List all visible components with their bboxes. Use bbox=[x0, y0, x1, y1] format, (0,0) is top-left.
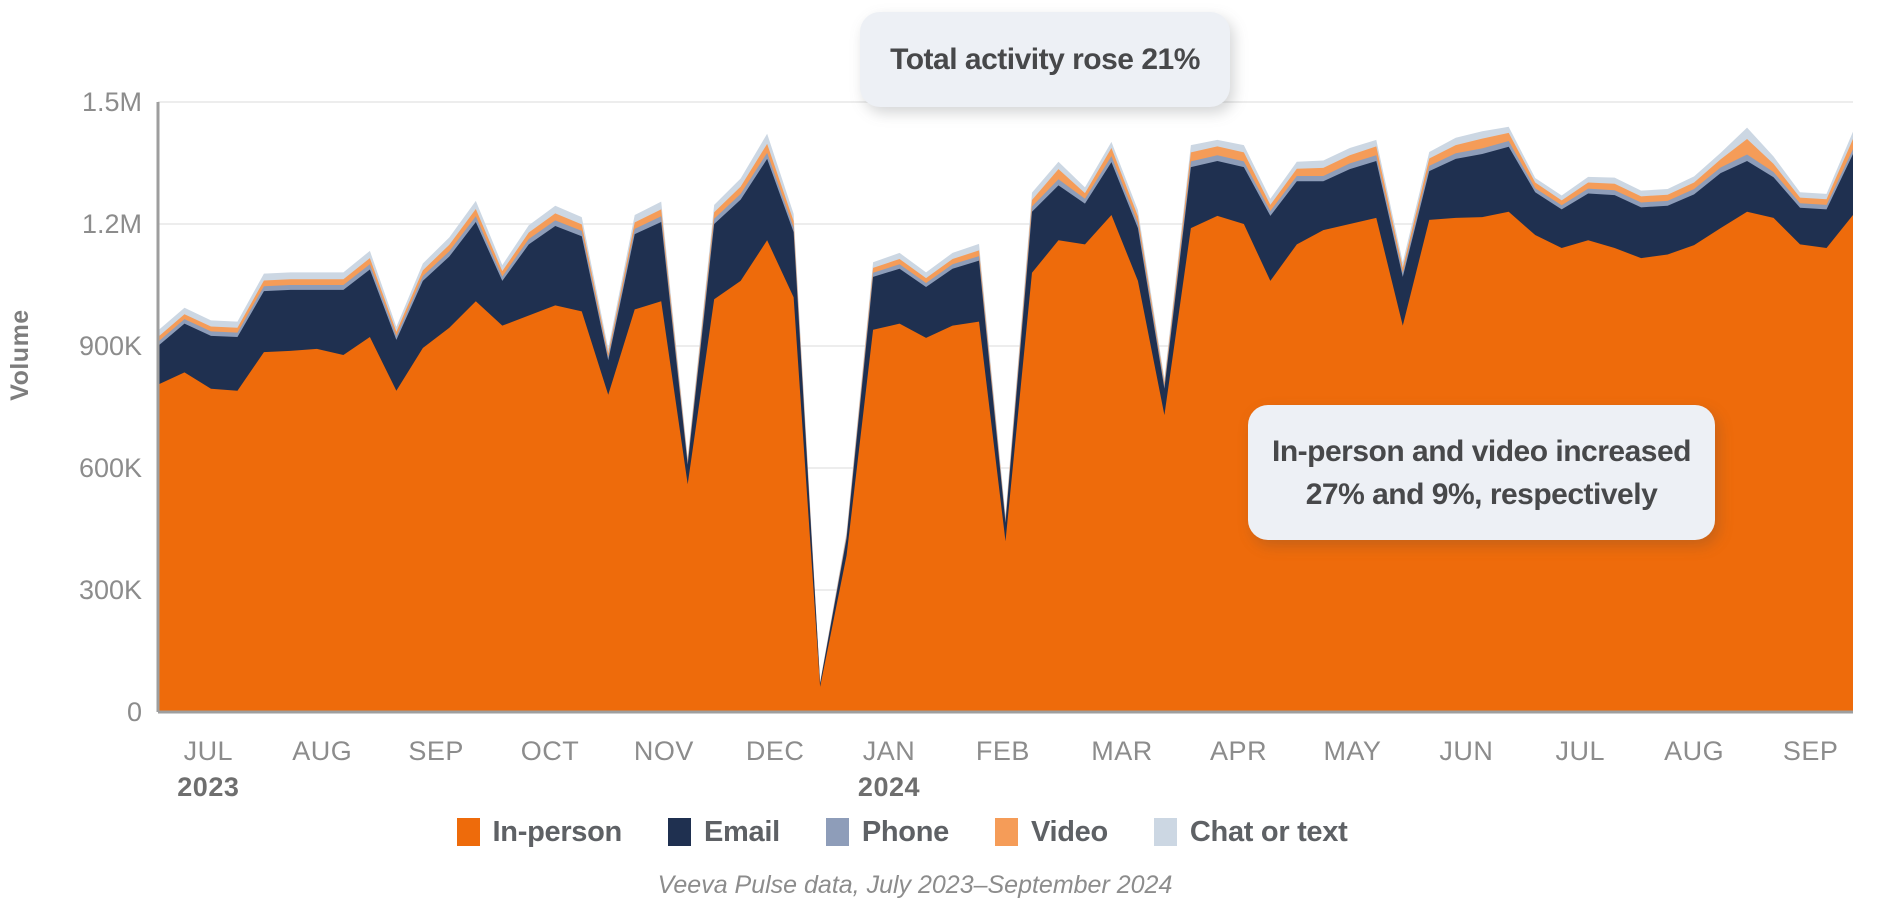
video-swatch-icon bbox=[994, 818, 1018, 846]
legend-label-in-person: In-person bbox=[492, 815, 623, 848]
y-tick-label: 1.5M bbox=[82, 87, 142, 117]
x-month-label: JUN bbox=[1439, 736, 1493, 766]
x-month-label: NOV bbox=[634, 736, 694, 766]
y-tick-label: 0 bbox=[127, 697, 142, 727]
y-tick-label: 300K bbox=[79, 575, 142, 605]
y-axis-title: Volume bbox=[6, 309, 34, 401]
email-swatch-icon bbox=[667, 818, 691, 846]
x-month-label: SEP bbox=[1783, 736, 1839, 766]
phone-swatch-icon bbox=[825, 818, 849, 846]
legend-item-video: Video bbox=[994, 815, 1108, 849]
legend-item-in-person: In-person bbox=[456, 815, 623, 849]
x-month-label: JUL bbox=[1555, 736, 1605, 766]
legend: In-person Email Phone Video Chat or text bbox=[0, 810, 1842, 854]
area-in-person bbox=[158, 211, 1853, 713]
y-tick-label: 900K bbox=[79, 331, 142, 361]
x-month-label: AUG bbox=[1664, 736, 1724, 766]
legend-item-email: Email bbox=[667, 815, 780, 849]
y-tick-label: 1.2M bbox=[82, 209, 142, 239]
legend-label-video: Video bbox=[1030, 815, 1108, 848]
x-month-label: SEP bbox=[408, 736, 464, 766]
x-year-label: 2024 bbox=[858, 772, 920, 802]
legend-label-email: Email bbox=[703, 815, 780, 848]
callout-detail-line2: 27% and 9%, respectively bbox=[1305, 477, 1658, 511]
legend-label-chat: Chat or text bbox=[1189, 815, 1348, 848]
legend-label-phone: Phone bbox=[861, 815, 949, 848]
x-month-label: APR bbox=[1210, 736, 1267, 766]
in-person-swatch-icon bbox=[456, 818, 480, 846]
x-month-label: AUG bbox=[292, 736, 352, 766]
x-month-label: JAN bbox=[863, 736, 916, 766]
callout-total-text: Total activity rose 21% bbox=[890, 42, 1200, 76]
x-month-label: OCT bbox=[521, 736, 580, 766]
x-month-label: DEC bbox=[746, 736, 805, 766]
legend-item-chat: Chat or text bbox=[1153, 815, 1348, 849]
x-month-label: MAY bbox=[1323, 736, 1381, 766]
callout-detail-line1: In-person and video increased bbox=[1272, 434, 1691, 468]
y-tick-label: 600K bbox=[79, 453, 142, 483]
x-month-label: MAR bbox=[1091, 736, 1153, 766]
x-month-label: JUL bbox=[184, 736, 234, 766]
x-month-label: FEB bbox=[976, 736, 1030, 766]
legend-item-phone: Phone bbox=[825, 815, 949, 849]
x-year-label: 2023 bbox=[177, 772, 239, 802]
callout-total-activity: Total activity rose 21% bbox=[860, 12, 1230, 107]
chat-swatch-icon bbox=[1153, 818, 1177, 846]
callout-inperson-video: In-person and video increased 27% and 9%… bbox=[1248, 405, 1715, 540]
source-caption: Veeva Pulse data, July 2023–September 20… bbox=[657, 871, 1173, 899]
